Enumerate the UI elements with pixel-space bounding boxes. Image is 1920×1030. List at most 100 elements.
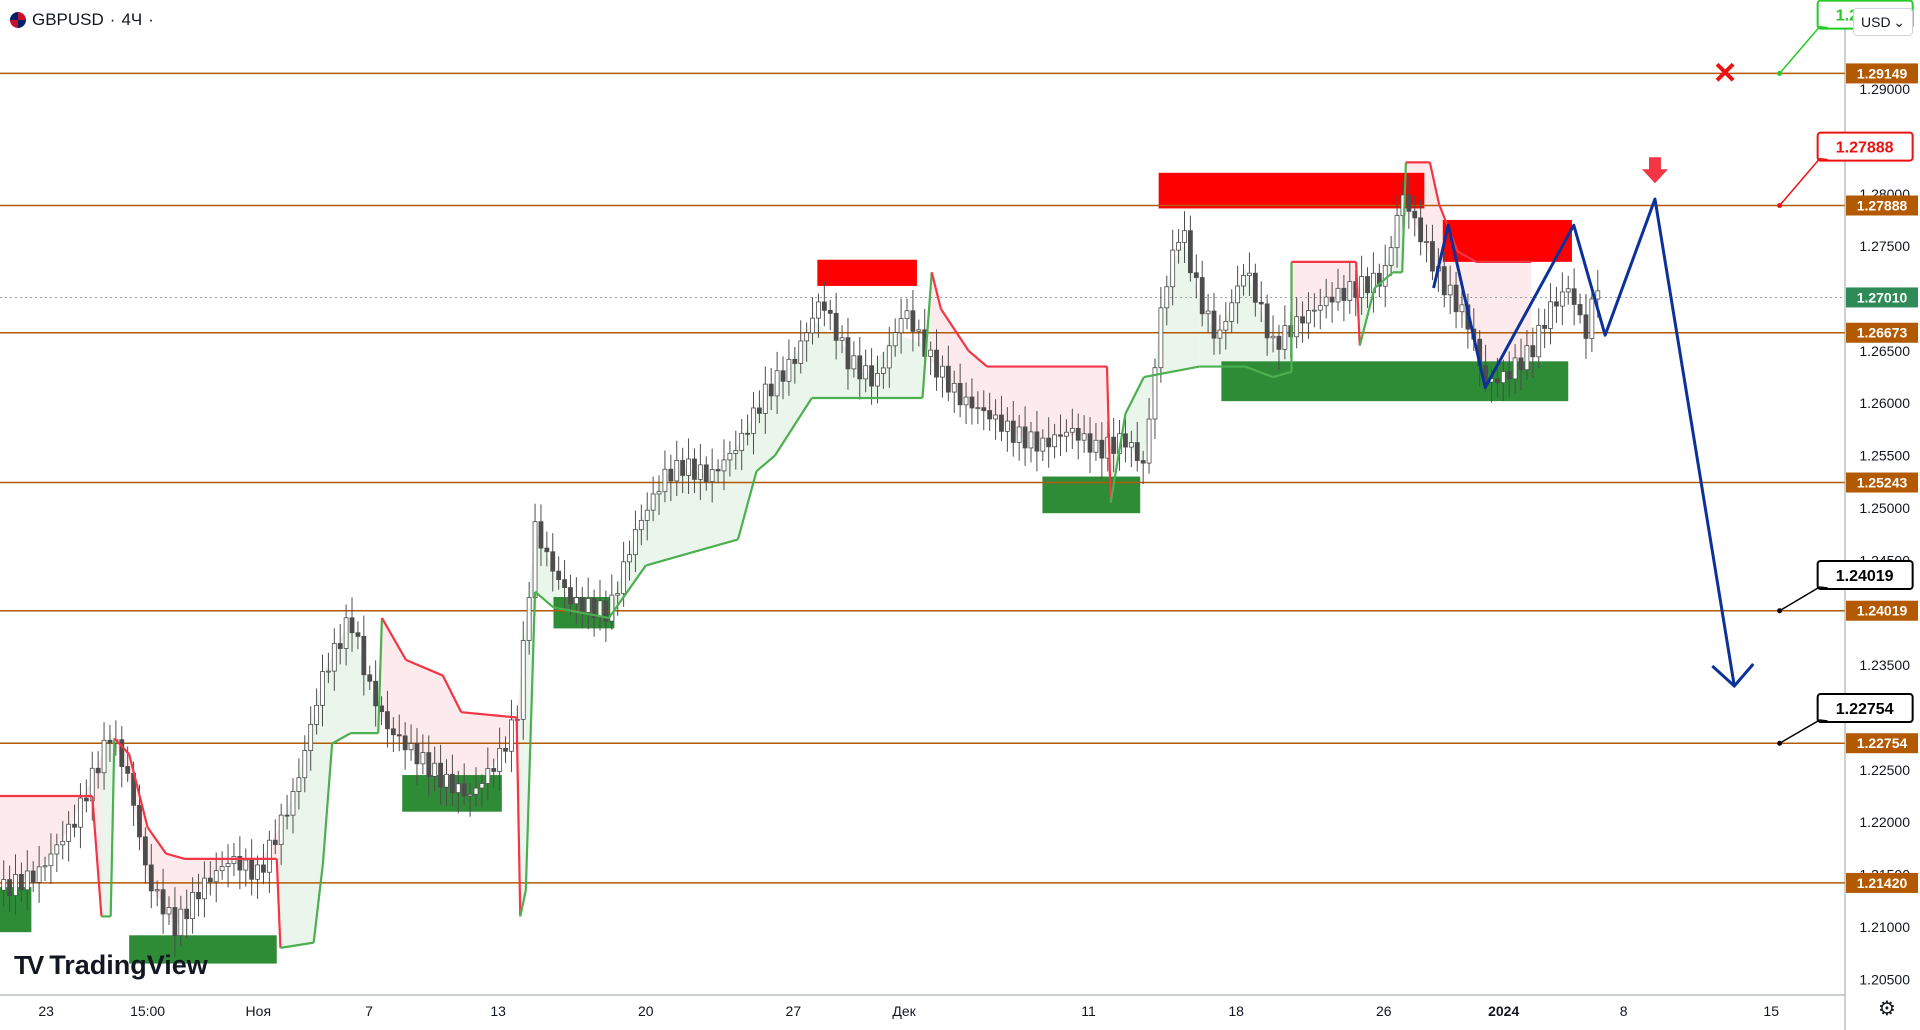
candle-body [24,870,30,891]
candle-body [1,879,7,891]
candle-body [863,365,869,380]
trend-fill [645,466,683,566]
candle-body [48,853,54,867]
candle-body [408,743,414,751]
trail-stop-segment [1143,365,1200,379]
candle-body [886,345,892,369]
y-tick-label: 1.25000 [1859,500,1910,516]
trail-stop-segment [1401,162,1407,273]
trend-fill [184,832,277,913]
candle-body [426,752,432,777]
target-callout-box [1816,131,1914,162]
candle-body [633,529,638,556]
candle-body [892,332,898,347]
candle-body [172,907,178,937]
candle-body [975,407,981,410]
candle-body [774,370,780,397]
level-price-tag: 1.26673 [1857,325,1908,341]
candle-body [1530,345,1536,358]
timeframe-label[interactable]: 4Ч [121,10,143,29]
candle-body [568,587,573,605]
target-callout-pointer [1779,586,1828,612]
candle-body [1341,287,1347,301]
y-tick-label: 1.29000 [1859,81,1910,97]
candle-body [1506,371,1512,380]
candle-body [60,840,66,846]
trend-fill [350,617,379,734]
target-anchor-dot [1777,70,1783,76]
candle-body [1187,230,1193,274]
candle-body [326,670,331,673]
x-tick-label: 15:00 [130,1003,165,1019]
candle-body [739,432,745,452]
candle-body [1052,434,1058,448]
candle-body [1335,287,1341,303]
candle-body [1418,217,1424,243]
candle-body [1158,307,1164,369]
candle-body [396,734,402,737]
candle-body [237,856,243,871]
candle-body [768,383,774,397]
candle-body [1099,439,1105,459]
candle-body [1536,325,1542,358]
symbol-header[interactable]: GBPUSD · 4Ч · [10,10,154,30]
candle-body [680,460,686,476]
candle-body [331,643,337,672]
candle-body [19,873,24,891]
candle-body [1229,302,1235,322]
candle-body [455,783,461,793]
candle-body [1146,418,1152,464]
candle-body [1140,460,1146,464]
y-tick-label: 1.21000 [1859,919,1910,935]
brand-name: TradingView [49,950,208,980]
candle-body [343,617,349,649]
candle-body [1559,291,1565,307]
candle-body [1022,426,1028,449]
target-callout-label: 1.24019 [1836,568,1894,585]
level-price-tag: 1.24019 [1857,603,1908,619]
candle-body [36,866,42,883]
candle-body [402,735,408,751]
trend-fill [1125,377,1144,467]
candle-body [107,739,113,744]
level-price-tag-bg [1846,733,1918,754]
candle-body [1211,310,1217,339]
level-price-tag-bg [1846,63,1918,84]
candle-body [255,864,260,880]
y-tick-label: 1.22000 [1859,814,1910,830]
candle-body [792,358,798,364]
candle-body [1040,437,1046,452]
target-anchor-dot [1777,202,1783,208]
candle-body [1595,290,1601,300]
candle-body [78,797,83,828]
x-tick-label: 13 [490,1003,506,1019]
candle-body [721,459,727,472]
resistance-zone [817,259,917,286]
y-tick-label: 1.22500 [1859,762,1910,778]
trail-stop-segment [607,564,647,619]
candle-body [1589,298,1595,339]
candle-body [337,643,343,649]
candle-body [745,432,750,435]
candle-body [503,747,508,752]
trend-fill [1476,261,1532,381]
candle-body [940,365,945,378]
candle-body [308,724,314,751]
candle-body [1412,210,1418,219]
y-tick-label: 1.23500 [1859,657,1910,673]
trend-fill [1245,267,1274,378]
gear-icon[interactable]: ⚙ [1878,998,1896,1020]
candle-body [833,312,839,341]
trail-stop-segment [1105,366,1112,503]
trail-stop-segment [930,272,943,310]
trail-stop-segment [275,858,282,948]
candle-body [219,866,225,872]
candle-body [355,632,361,637]
currency-select[interactable]: USD ⌄ [1853,8,1913,36]
candle-body [125,766,131,774]
candle-body [1058,434,1063,437]
trend-fill [931,272,941,374]
candle-body [261,864,266,873]
trend-fill [1226,267,1246,367]
